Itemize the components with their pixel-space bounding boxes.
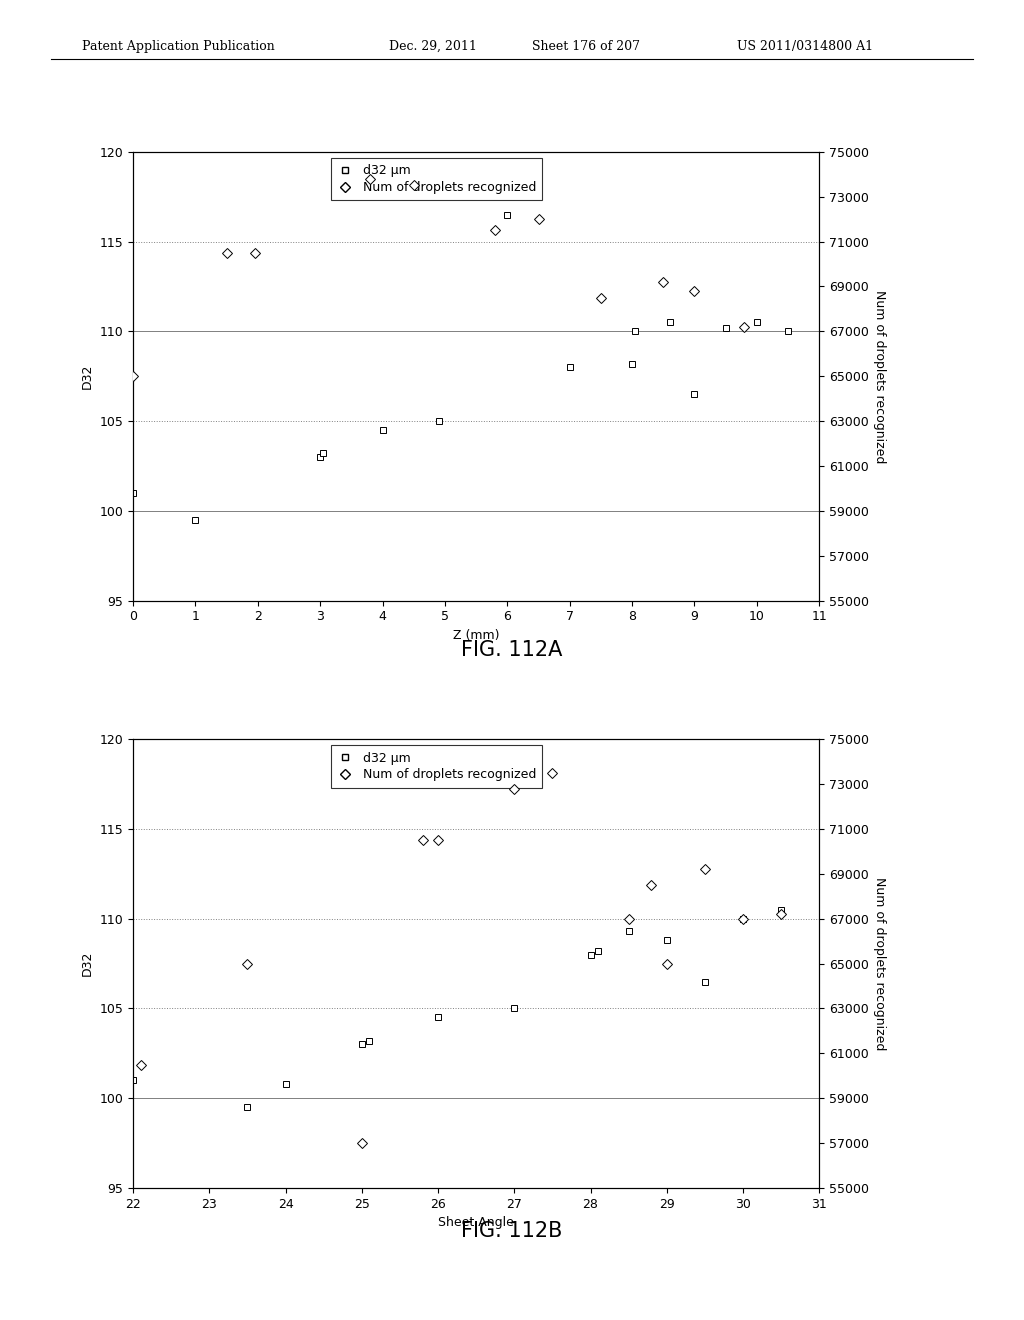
X-axis label: Z (mm): Z (mm) [453, 628, 500, 642]
Text: FIG. 112A: FIG. 112A [462, 640, 562, 660]
X-axis label: Sheet Angle: Sheet Angle [438, 1216, 514, 1229]
Legend: d32 μm, Num of droplets recognized: d32 μm, Num of droplets recognized [332, 746, 543, 788]
Y-axis label: Num of droplets recognized: Num of droplets recognized [872, 289, 886, 463]
Y-axis label: D32: D32 [81, 363, 94, 389]
Text: Patent Application Publication: Patent Application Publication [82, 40, 274, 53]
Text: Sheet 176 of 207: Sheet 176 of 207 [532, 40, 640, 53]
Legend: d32 μm, Num of droplets recognized: d32 μm, Num of droplets recognized [332, 158, 543, 201]
Text: US 2011/0314800 A1: US 2011/0314800 A1 [737, 40, 873, 53]
Y-axis label: Num of droplets recognized: Num of droplets recognized [872, 876, 886, 1051]
Text: FIG. 112B: FIG. 112B [462, 1221, 562, 1241]
Y-axis label: D32: D32 [81, 950, 94, 977]
Text: Dec. 29, 2011: Dec. 29, 2011 [389, 40, 477, 53]
